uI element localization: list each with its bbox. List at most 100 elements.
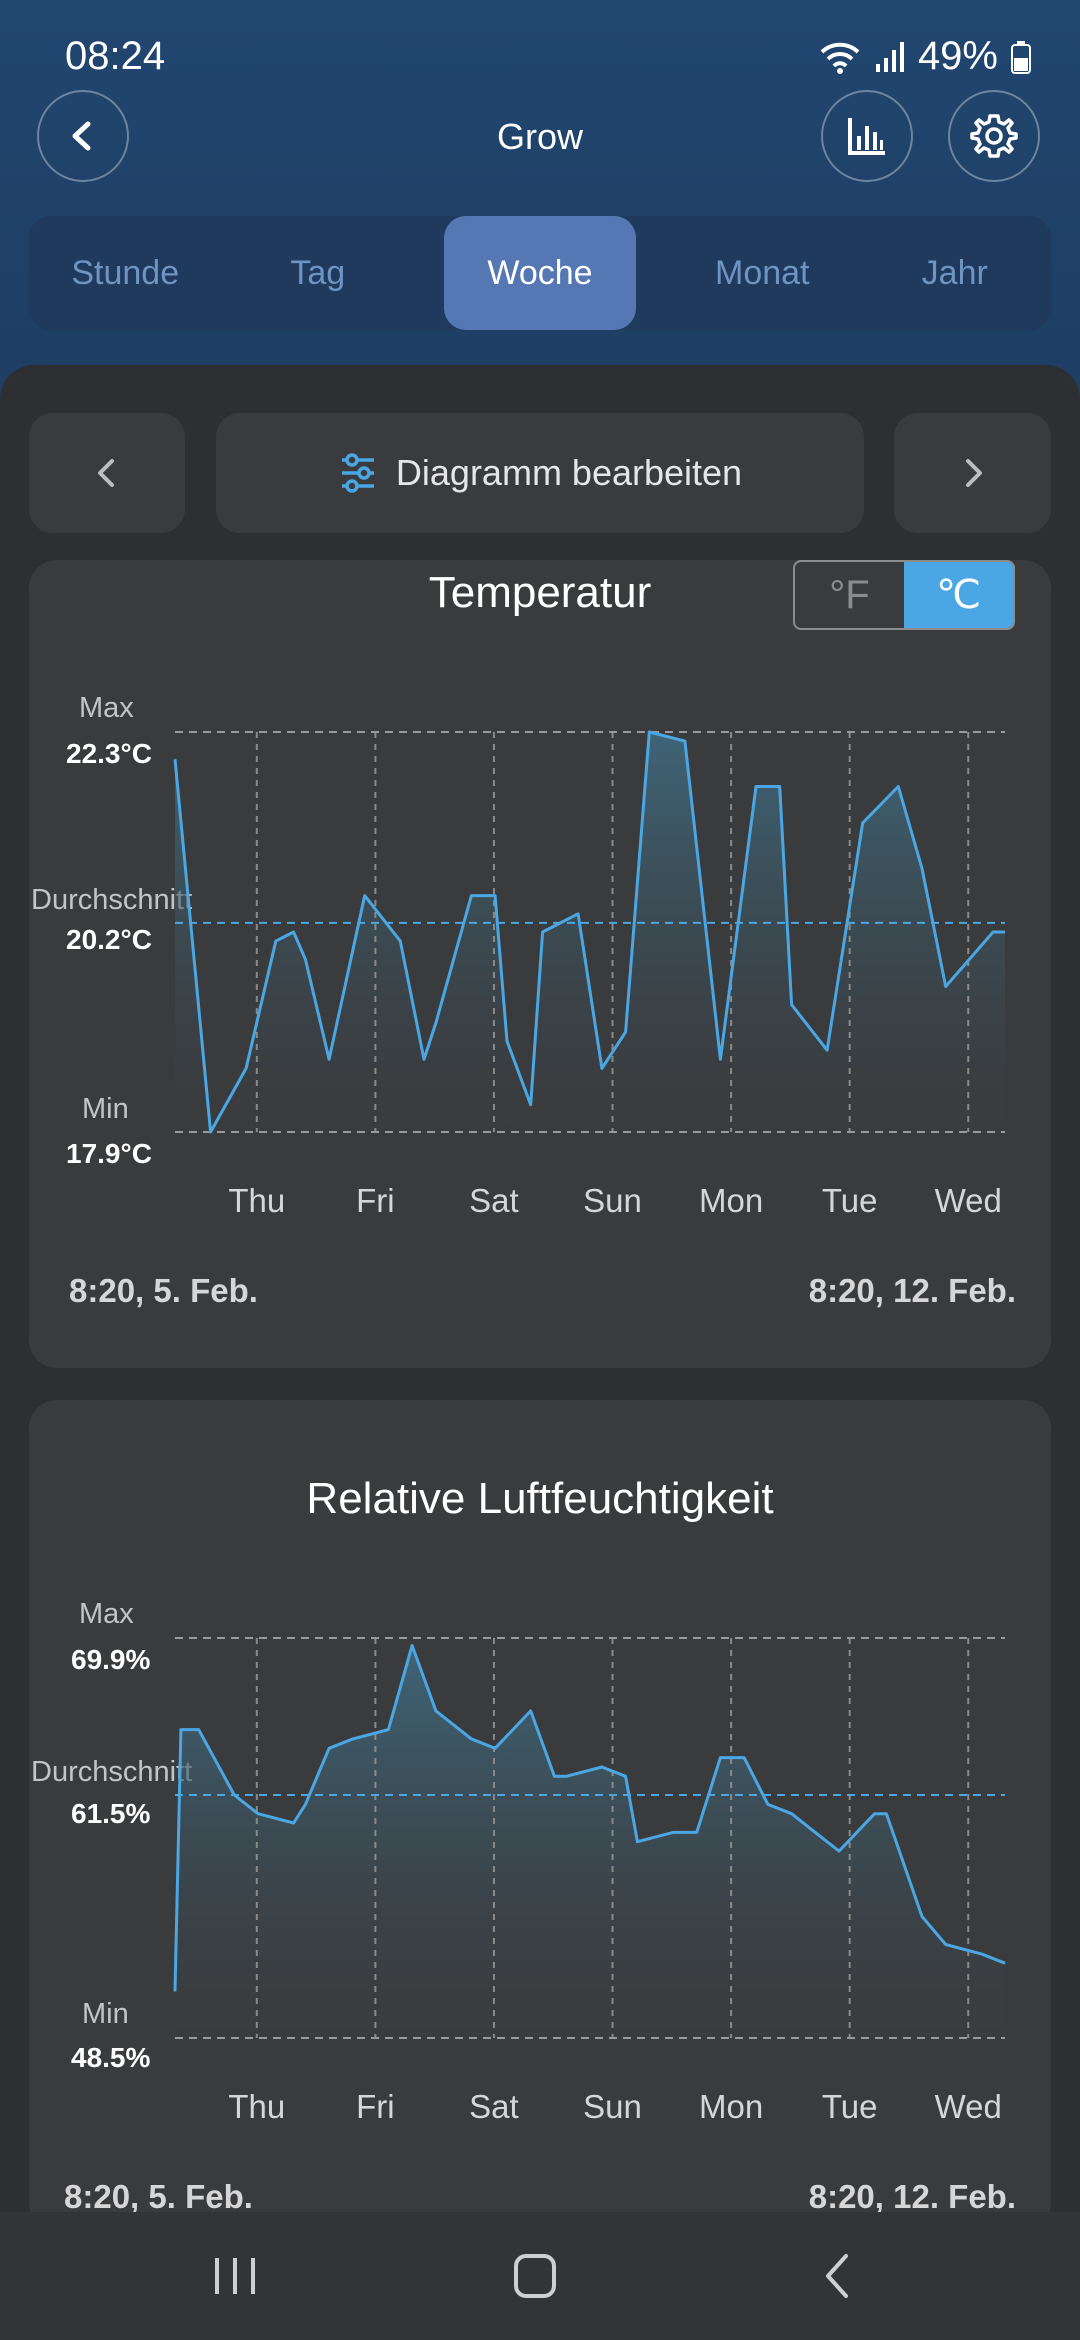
humidity-data-point [696,1831,698,1833]
temperature-data-point [293,931,295,933]
humidity-data-point [921,1916,923,1918]
edit-chart-button[interactable]: Diagramm bearbeiten [216,413,864,533]
tab-day[interactable]: Tag [290,254,346,292]
temperature-data-point [245,1067,247,1069]
tab-year[interactable]: Jahr [921,254,988,292]
humidity-min-label: Min [82,1998,129,2030]
humidity-data-point [411,1644,413,1646]
humidity-data-point [885,1813,887,1815]
temperature-data-point [625,1031,627,1033]
gear-icon [970,114,1018,158]
humidity-data-point [874,1813,876,1815]
humidity-data-point [328,1747,330,1749]
tab-month[interactable]: Monat [715,254,810,292]
temperature-max-value: 22.3°C [66,738,152,769]
edit-chart-label: Diagramm bearbeiten [395,452,743,493]
system-back-icon[interactable] [808,2250,868,2302]
humidity-data-point [530,1710,532,1712]
temperature-data-point [364,895,366,897]
humidity-data-point [304,1803,306,1805]
fahrenheit-option[interactable]: °F [829,573,870,617]
chevron-right-icon [965,459,982,487]
chevron-left-icon [72,121,91,151]
temperature-data-point [755,786,757,788]
temperature-data-point [399,940,401,942]
temperature-data-point [423,1058,425,1060]
humidity-data-point [980,1953,982,1955]
humidity-data-point [257,1813,259,1815]
humidity-average-label: Durchschnitt [31,1756,193,1788]
temperature-average-value: 20.2°C [66,924,152,955]
humidity-data-point [198,1729,200,1731]
temperature-data-point [174,758,176,760]
humidity-data-point [1004,1962,1006,1964]
humidity-data-point [174,1990,176,1992]
humidity-average-value: 61.5% [71,1798,151,1829]
temperature-data-point [494,895,496,897]
humidity-area-fill [175,1645,1005,2038]
humidity-day-label: Thu [228,2088,286,2125]
humidity-max-value: 69.9% [71,1644,151,1675]
humidity-series-line [173,1644,1006,1992]
temperature-day-label: Sun [583,1182,642,1219]
temperature-data-point [275,940,277,942]
statistics-button[interactable] [821,90,913,182]
humidity-chart [173,1637,1006,2039]
humidity-data-point [233,1794,235,1796]
temperature-data-point [945,986,947,988]
back-button[interactable] [37,90,129,182]
next-period-button[interactable] [894,413,1051,533]
humidity-data-point [945,1944,947,1946]
recent-apps-icon[interactable] [205,2250,265,2302]
temperature-area-fill [175,732,1005,1132]
humidity-data-point [719,1757,721,1759]
humidity-data-point [565,1775,567,1777]
signal-icon [874,40,906,74]
temperature-data-point [328,1058,330,1060]
humidity-data-point [814,1831,816,1833]
battery-percent: 49% [917,34,998,78]
temperature-range-end: 8:20, 12. Feb. [808,1272,1016,1309]
temperature-data-point [648,731,650,733]
temperature-unit-toggle: °F ℃ [793,560,1015,630]
temperature-data-point [779,786,781,788]
temperature-data-point [992,931,994,933]
humidity-data-point [743,1757,745,1759]
home-icon[interactable] [505,2250,565,2302]
humidity-data-point [293,1822,295,1824]
humidity-data-point [636,1841,638,1843]
temperature-data-point [719,1058,721,1060]
status-time: 08:24 [65,34,166,78]
temperature-day-label: Mon [698,1182,764,1219]
temperature-day-label: Thu [228,1182,286,1219]
page-title: Grow [496,116,583,157]
temperature-data-point [470,895,472,897]
celsius-option[interactable]: ℃ [904,562,1013,628]
humidity-day-label: Wed [934,2088,1002,2125]
humidity-range-end: 8:20, 12. Feb. [808,2178,1016,2215]
humidity-data-point [494,1747,496,1749]
temperature-data-point [1004,931,1006,933]
system-navigation-bar [0,2212,1080,2340]
tab-hour[interactable]: Stunde [71,254,180,292]
battery-icon [1010,40,1032,74]
humidity-max-label: Max [79,1598,134,1630]
tab-week[interactable]: Woche [444,216,636,330]
temperature-data-point [435,1022,437,1024]
temperature-data-point [897,786,899,788]
temperature-series-line [173,730,1005,1134]
humidity-day-label: Sun [583,2088,642,2125]
period-tabs: Stunde Tag Woche Monat Jahr [29,216,1051,330]
sliders-icon [341,453,374,493]
settings-button[interactable] [948,90,1040,182]
temperature-range-start: 8:20, 5. Feb. [69,1272,258,1309]
humidity-data-point [553,1775,555,1777]
previous-period-button[interactable] [29,413,185,533]
temperature-data-point [826,1049,828,1051]
humidity-data-point [838,1850,840,1852]
humidity-min-value: 48.5% [71,2042,151,2073]
temperature-data-point [791,1004,793,1006]
humidity-data-point [387,1729,389,1731]
humidity-data-point [625,1775,627,1777]
wifi-icon [818,40,862,74]
